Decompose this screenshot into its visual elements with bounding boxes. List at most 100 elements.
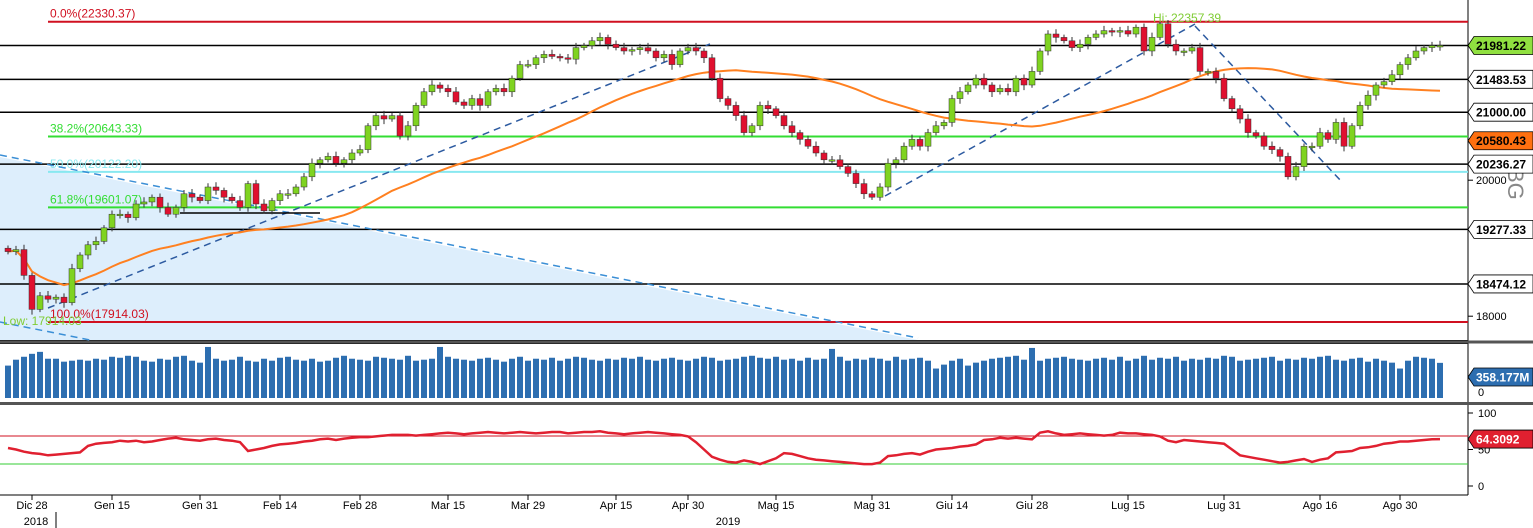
volume-bar-159 bbox=[1277, 360, 1283, 398]
volume-bar-78 bbox=[629, 358, 635, 398]
volume-bar-57 bbox=[461, 359, 467, 398]
candle-127 bbox=[1020, 74, 1028, 91]
candle-174 bbox=[1396, 61, 1404, 80]
volume-bar-17 bbox=[141, 360, 147, 398]
volume-bar-53 bbox=[429, 358, 435, 398]
fib-label-4: 100.0%(17914.03) bbox=[50, 307, 149, 321]
volume-bar-135 bbox=[1085, 360, 1091, 398]
volume-bar-94 bbox=[757, 357, 763, 398]
volume-bar-32 bbox=[261, 358, 267, 398]
volume-bar-14 bbox=[117, 357, 123, 398]
volume-bar-30 bbox=[245, 360, 251, 398]
low-label: Low: 17914.03 bbox=[3, 314, 82, 328]
fib-label-1: 38.2%(20643.33) bbox=[50, 121, 142, 135]
candle-151 bbox=[1212, 67, 1220, 84]
volume-bar-62 bbox=[501, 361, 507, 398]
volume-bar-59 bbox=[477, 358, 483, 398]
volume-bar-37 bbox=[301, 360, 307, 398]
volume-bar-52 bbox=[421, 359, 427, 398]
volume-last-label: 358.177M bbox=[1467, 367, 1533, 387]
candle-82 bbox=[660, 50, 668, 63]
volume-bar-54 bbox=[437, 346, 443, 398]
candle-178 bbox=[1428, 41, 1436, 52]
volume-bar-56 bbox=[453, 358, 459, 398]
triangle-shaded-area bbox=[0, 157, 918, 340]
candle-140 bbox=[1124, 25, 1132, 37]
candle-134 bbox=[1076, 39, 1084, 52]
bottom-axis-bg bbox=[0, 495, 1533, 528]
candle-31 bbox=[252, 179, 260, 210]
candle-102 bbox=[820, 150, 828, 165]
candle-23 bbox=[188, 189, 196, 203]
candle-76 bbox=[612, 40, 620, 51]
volume-bar-122 bbox=[981, 360, 987, 398]
volume-bar-81 bbox=[653, 360, 659, 398]
candle-101 bbox=[812, 141, 820, 157]
volume-bar-65 bbox=[525, 360, 531, 398]
candle-8 bbox=[68, 263, 76, 306]
volume-bar-1 bbox=[13, 359, 19, 398]
volume-bar-99 bbox=[797, 360, 803, 398]
volume-bar-45 bbox=[365, 360, 371, 398]
volume-bar-166 bbox=[1333, 359, 1339, 398]
candle-88 bbox=[708, 54, 716, 81]
candle-126 bbox=[1012, 75, 1020, 97]
candle-110 bbox=[884, 158, 892, 192]
volume-bar-139 bbox=[1117, 356, 1123, 398]
candle-153 bbox=[1228, 95, 1236, 113]
price-labels: 21981.22 21483.53 21000.00 20580.43 20236.27… bbox=[1467, 36, 1533, 449]
candle-10 bbox=[84, 241, 92, 260]
volume-bar-60 bbox=[485, 357, 491, 398]
volume-bar-71 bbox=[573, 356, 579, 398]
volume-bar-119 bbox=[957, 358, 963, 398]
volume-bar-47 bbox=[381, 357, 387, 398]
candle-142 bbox=[1140, 23, 1148, 56]
volume-bar-104 bbox=[837, 356, 843, 398]
year-label-0: 2018 bbox=[24, 516, 48, 528]
candle-37 bbox=[300, 173, 308, 191]
volume-bar-85 bbox=[685, 360, 691, 398]
volume-bar-146 bbox=[1173, 356, 1179, 398]
candle-43 bbox=[348, 149, 356, 165]
volume-bar-160 bbox=[1285, 358, 1291, 398]
candle-156 bbox=[1252, 129, 1260, 139]
candle-73 bbox=[588, 37, 596, 50]
volume-bar-133 bbox=[1069, 358, 1075, 398]
volume-bar-164 bbox=[1317, 356, 1323, 398]
volume-bar-116 bbox=[933, 368, 939, 398]
volume-bar-171 bbox=[1373, 358, 1379, 398]
svg-text:18474.12: 18474.12 bbox=[1476, 277, 1526, 291]
volume-bar-128 bbox=[1029, 347, 1035, 398]
candle-123 bbox=[988, 82, 996, 97]
volume-bar-61 bbox=[493, 359, 499, 398]
volume-bar-49 bbox=[397, 359, 403, 398]
volume-bar-25 bbox=[205, 346, 211, 398]
volume-bar-89 bbox=[717, 360, 723, 398]
price-label-3: 20580.43 bbox=[1467, 131, 1533, 151]
volume-bar-42 bbox=[341, 355, 347, 398]
volume-bar-154 bbox=[1237, 360, 1243, 398]
candle-175 bbox=[1404, 54, 1412, 70]
volume-bar-145 bbox=[1165, 358, 1171, 398]
candle-117 bbox=[940, 119, 948, 130]
volume-bar-31 bbox=[253, 361, 259, 398]
candle-135 bbox=[1084, 34, 1092, 50]
volume-bar-20 bbox=[165, 359, 171, 398]
candle-41 bbox=[332, 151, 340, 167]
price-tick-1: 18000 bbox=[1476, 311, 1507, 323]
volume-bar-130 bbox=[1045, 358, 1051, 398]
candle-0 bbox=[4, 245, 12, 255]
volume-bar-3 bbox=[29, 353, 35, 398]
volume-bar-44 bbox=[357, 359, 363, 398]
volume-bar-176 bbox=[1413, 356, 1419, 398]
annotations: Hi: 22357.39 Low: 17914.03 BG bbox=[3, 11, 1528, 328]
candle-118 bbox=[948, 94, 956, 127]
volume-bar-111 bbox=[893, 356, 899, 398]
volume-bar-64 bbox=[517, 356, 523, 398]
candle-59 bbox=[476, 93, 484, 111]
volume-bars bbox=[5, 346, 1443, 398]
candle-4 bbox=[36, 292, 44, 313]
candle-146 bbox=[1172, 39, 1180, 56]
candle-164 bbox=[1316, 127, 1324, 149]
volume-bar-117 bbox=[941, 364, 947, 398]
